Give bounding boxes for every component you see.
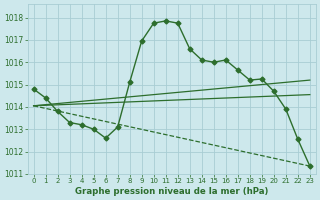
X-axis label: Graphe pression niveau de la mer (hPa): Graphe pression niveau de la mer (hPa): [75, 187, 268, 196]
